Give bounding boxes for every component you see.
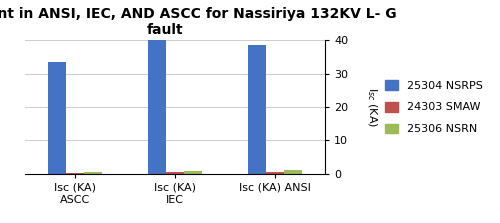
Bar bbox=[284, 170, 302, 174]
Bar bbox=[248, 45, 266, 174]
Bar bbox=[66, 173, 84, 174]
Text: Sc current in ANSI, IEC, AND ASCC for Nassiriya 132KV L- G
fault: Sc current in ANSI, IEC, AND ASCC for Na… bbox=[0, 7, 397, 37]
Bar bbox=[148, 38, 166, 174]
Legend: 25304 NSRPS, 24303 SMAW, 25306 NSRN: 25304 NSRPS, 24303 SMAW, 25306 NSRN bbox=[384, 80, 482, 134]
Bar bbox=[166, 172, 184, 174]
Bar bbox=[184, 171, 202, 174]
Bar bbox=[84, 172, 102, 174]
Bar bbox=[266, 172, 284, 174]
Bar bbox=[48, 62, 66, 174]
Y-axis label: I$_{sc}$ (KA): I$_{sc}$ (KA) bbox=[365, 87, 378, 127]
